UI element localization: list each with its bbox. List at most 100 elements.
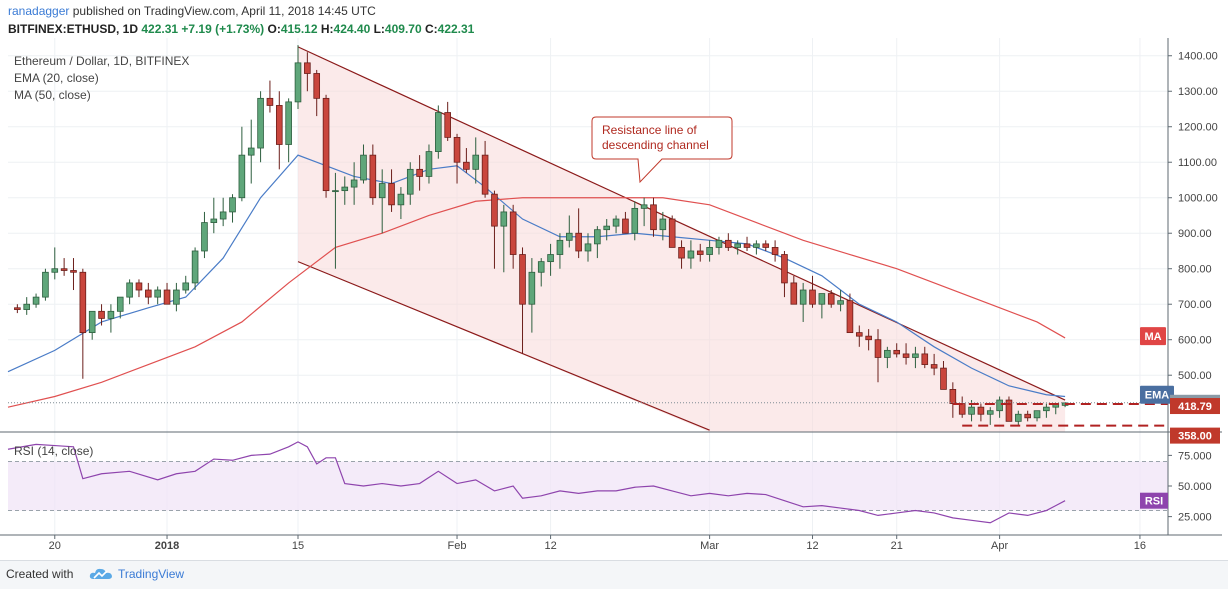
candle-body — [781, 254, 788, 284]
channel-fill — [298, 46, 1066, 433]
price-tag-ema — [1140, 385, 1174, 404]
y-tick-label: 900.00 — [1178, 228, 1212, 240]
channel-lower-line — [297, 261, 710, 431]
candle-body — [958, 403, 966, 415]
candle-body — [631, 207, 639, 234]
candle-body — [640, 204, 648, 209]
candle-body — [519, 254, 526, 305]
high-label: H: — [320, 22, 334, 36]
candle-body — [425, 151, 433, 177]
candle-body — [743, 243, 751, 248]
close-value: 422.31 — [437, 22, 475, 36]
candle-body — [397, 193, 405, 206]
candle-body — [930, 364, 938, 369]
candle-body — [332, 190, 339, 193]
candle-body — [1033, 410, 1041, 419]
candle-body — [762, 243, 770, 248]
rsi-band — [8, 461, 1168, 511]
candle-body — [210, 218, 218, 223]
candle-body — [294, 62, 302, 103]
candle-body — [706, 247, 713, 255]
candle-body — [463, 161, 470, 170]
author-link[interactable]: ranadagger — [8, 4, 70, 18]
price-tag-label: 358.00 — [1178, 431, 1212, 443]
candle-body — [874, 339, 882, 358]
rsi-y-tick-label: 25.000 — [1178, 512, 1212, 524]
annotation-text-line1: Resistance line of — [602, 123, 697, 137]
candle-body — [734, 243, 741, 248]
candle-body — [126, 282, 133, 298]
y-tick-label: 1100.00 — [1178, 157, 1217, 169]
candle-body — [173, 289, 180, 305]
candle-body — [528, 271, 536, 305]
candle-body — [996, 399, 1003, 412]
candle-body — [771, 247, 779, 255]
candle-body — [949, 389, 957, 405]
candle-body — [238, 154, 246, 199]
y-tick-label: 800.00 — [1178, 264, 1212, 276]
candle-body — [1043, 406, 1050, 412]
publish-header: ranadagger published on TradingView.com,… — [8, 4, 376, 18]
rsi-title: RSI (14, close) — [14, 444, 93, 458]
candle-body — [799, 289, 807, 305]
x-tick-label: 12 — [806, 540, 818, 552]
candle-body — [341, 186, 349, 192]
rsi-y-tick-label: 75.000 — [1178, 450, 1212, 462]
candle-body — [416, 168, 423, 177]
x-tick-label: 16 — [1134, 540, 1146, 552]
candle-body — [406, 168, 414, 195]
candle-body — [650, 204, 657, 231]
candle-body — [912, 353, 919, 358]
candle-body — [696, 250, 704, 255]
indicator-ema-label: EMA (20, close) — [14, 71, 99, 85]
candle-body — [229, 197, 236, 213]
low-value: 409.70 — [384, 22, 422, 36]
candle-body — [500, 211, 508, 227]
candle-body — [594, 229, 601, 245]
candle-body — [14, 307, 21, 310]
candle-body — [98, 310, 105, 319]
candle-body — [547, 254, 554, 263]
rsi-line — [7, 441, 1066, 524]
candle-body — [584, 243, 592, 252]
price-tag-label: MA — [1144, 331, 1161, 343]
rsi-tag-label: RSI — [1145, 496, 1163, 508]
candle-body — [219, 211, 227, 220]
y-tick-label: 700.00 — [1178, 299, 1212, 311]
x-tick-label: 21 — [891, 540, 903, 552]
candle-body — [809, 289, 816, 305]
candle-body — [865, 335, 872, 341]
candle-body — [42, 271, 49, 298]
candle-body — [668, 218, 676, 248]
open-label: O: — [267, 22, 281, 36]
candle-body — [837, 300, 844, 305]
candle-body — [182, 282, 190, 291]
y-tick-label: 500.00 — [1178, 370, 1212, 382]
y-tick-label: 1300.00 — [1178, 86, 1218, 98]
candle-body — [304, 62, 311, 74]
candle-body — [163, 289, 171, 305]
tradingview-link[interactable]: TradingView — [118, 567, 185, 581]
ohlc-header: BITFINEX:ETHUSD, 1D 422.31 +7.19 (+1.73%… — [8, 22, 474, 36]
price-tag-label: 418.79 — [1178, 401, 1212, 413]
rsi-y-tick-label: 50.000 — [1178, 481, 1212, 493]
candle-body — [893, 349, 901, 355]
candle-body — [191, 250, 199, 284]
candle-body — [285, 101, 292, 145]
footer: Created with TradingView — [0, 560, 1228, 589]
candle-body — [884, 349, 891, 358]
candle-body — [79, 271, 87, 334]
open-value: 415.12 — [280, 22, 318, 36]
price-tag-label: EMA — [1145, 390, 1170, 402]
candle-body — [313, 73, 321, 99]
y-tick-label: 1000.00 — [1178, 193, 1218, 205]
candle-body — [921, 353, 929, 365]
candle-body — [107, 310, 115, 319]
last-price: 422.31 — [141, 22, 179, 36]
candle-body — [491, 193, 498, 227]
candle-body — [350, 179, 358, 188]
indicator-ma-label: MA (50, close) — [14, 88, 91, 102]
annotation-text-line2: descending channel — [602, 138, 709, 152]
candle-body — [790, 282, 798, 305]
